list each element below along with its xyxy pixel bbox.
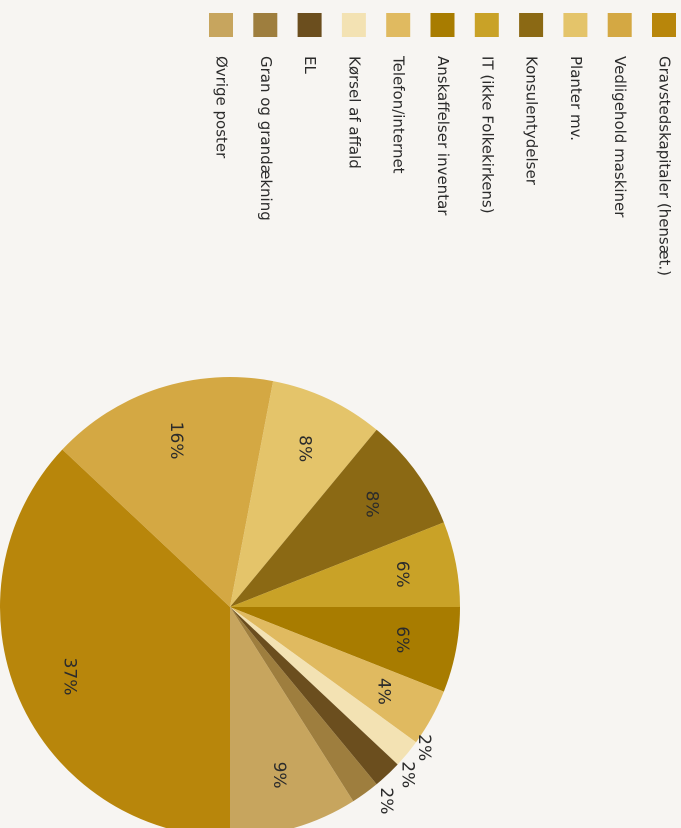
legend-label: Telefon/internet: [390, 55, 408, 174]
legend-item: Vedligehold maskiner: [607, 13, 632, 218]
legend-item: Gravstedskapitaler (hensæt.): [652, 13, 676, 276]
legend-item: EL: [297, 13, 322, 74]
legend-item: Anskaffelser inventar: [430, 13, 455, 216]
legend-swatch: [607, 13, 632, 37]
legend-swatch: [297, 13, 322, 37]
pie-slice-4: [230, 522, 460, 607]
pie-value-labels: 37%16% 8%8%6%6%4%2%2%2%9%: [59, 422, 434, 815]
pie-slice-5: [230, 607, 460, 692]
pie-value-label: 2%: [414, 734, 434, 761]
legend-label: Kørsel af affald: [345, 56, 363, 169]
legend-label: IT (ikke Folkekirkens): [478, 56, 496, 214]
pie-value-label: 6%: [392, 626, 412, 653]
pie-value-label: 4%: [373, 678, 393, 705]
pie-value-label: 2%: [398, 761, 418, 788]
pie-slice-9: [230, 607, 377, 802]
legend-label: Planter mv.: [567, 56, 585, 141]
legend-item: Gran og grandækning: [253, 13, 278, 221]
pie-value-label: 8%: [362, 491, 382, 518]
legend-label: Vedligehold maskiner: [611, 56, 629, 218]
legend-item: Planter mv.: [563, 13, 588, 141]
legend-swatch: [519, 13, 544, 37]
legend-swatch: [209, 13, 233, 37]
legend-label: Gran og grandækning: [257, 56, 275, 221]
legend-label: Gravstedskapitaler (hensæt.): [656, 56, 674, 276]
pie-slice-1: [62, 377, 274, 607]
pie-slice-8: [230, 607, 398, 785]
legend-label: EL: [301, 56, 319, 74]
pie-slice-10: [230, 607, 354, 828]
pie-slice-3: [230, 429, 444, 607]
legend-swatch: [253, 13, 278, 37]
legend-item: Kørsel af affald: [341, 13, 366, 169]
pie-value-label: 8%: [295, 435, 315, 462]
legend-item: Øvrige poster: [209, 13, 233, 159]
pie-value-label: 37%: [59, 658, 79, 696]
legend-item: Konsulentydelser: [519, 13, 544, 186]
pie-value-label: 16%: [166, 422, 186, 460]
legend-label: Øvrige poster: [213, 56, 231, 159]
legend-label: Anskaffelser inventar: [434, 56, 452, 216]
pie-value-label: 6%: [392, 561, 412, 588]
legend-item: IT (ikke Folkekirkens): [474, 13, 499, 214]
pie-value-label: 2%: [376, 787, 396, 814]
legend-label: Konsulentydelser: [523, 56, 541, 186]
legend-swatch: [652, 13, 676, 37]
legend-swatch: [430, 13, 455, 37]
legend: Gravstedskapitaler (hensæt.) Vedligehold …: [209, 13, 676, 276]
legend-item: Telefon/internet: [386, 13, 411, 174]
pie-slice-2: [230, 381, 377, 607]
legend-swatch: [341, 13, 366, 37]
legend-swatch: [474, 13, 499, 37]
legend-swatch: [386, 13, 411, 37]
pie-value-label: 9%: [269, 762, 289, 789]
legend-swatch: [563, 13, 588, 37]
pie-slice-7: [230, 607, 417, 765]
pie-slices: [0, 377, 460, 828]
pie-slice-6: [230, 607, 444, 743]
pie-slice-0: [0, 449, 230, 828]
